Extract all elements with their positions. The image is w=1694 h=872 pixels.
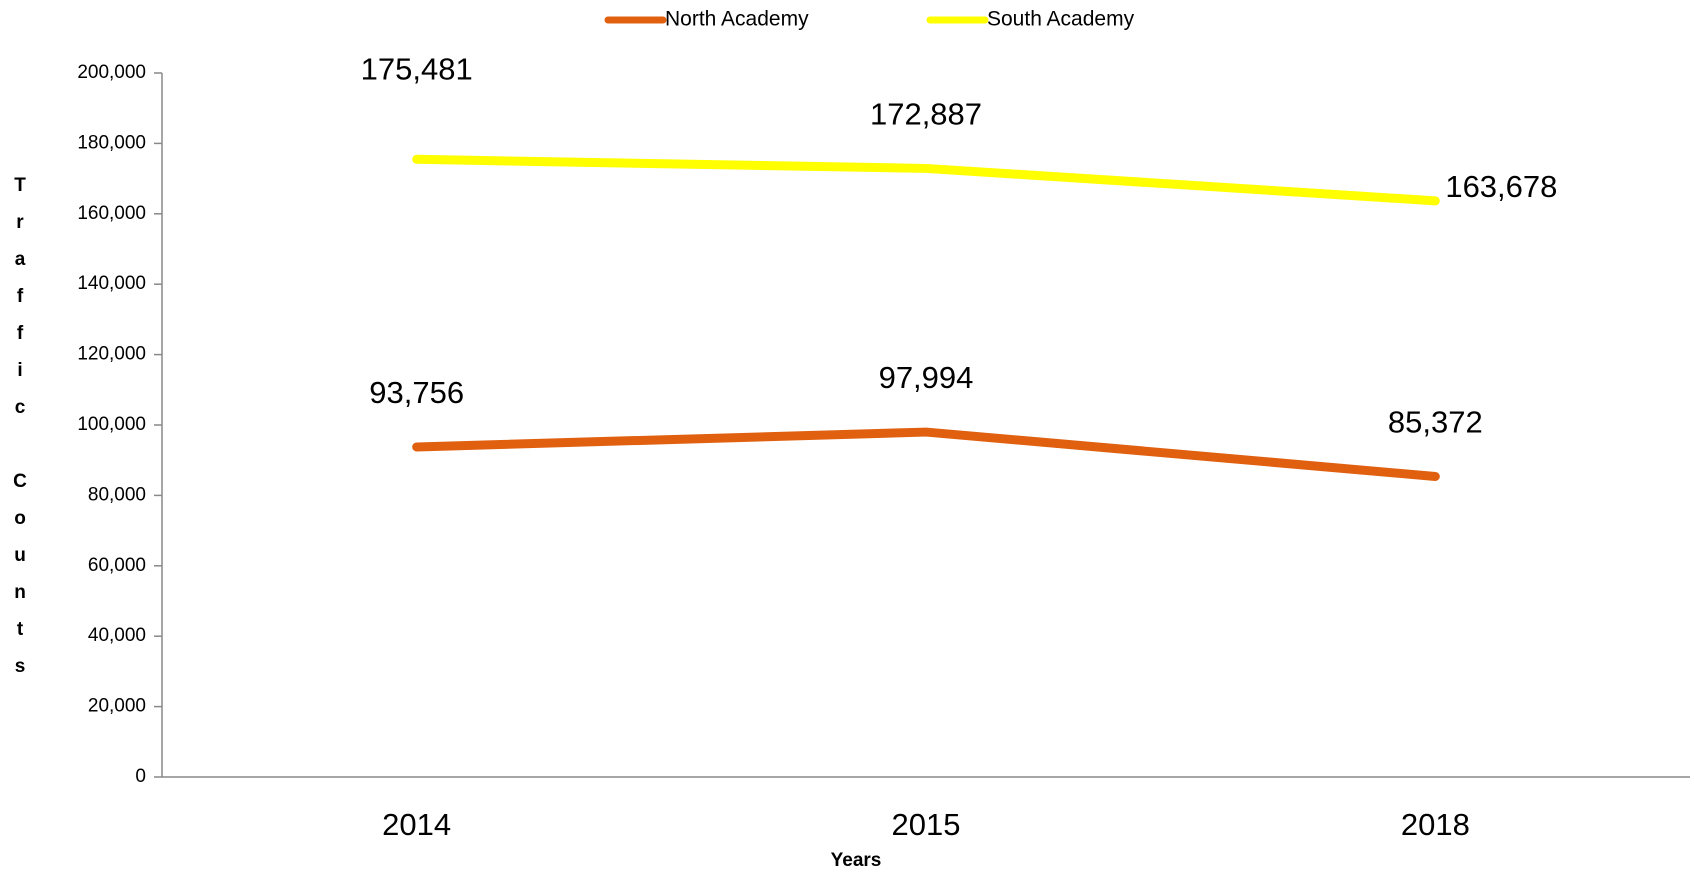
x-axis-title: Years — [831, 850, 882, 871]
y-tick-label: 0 — [135, 766, 146, 787]
x-tick-label: 2015 — [892, 807, 961, 842]
y-tick-label: 60,000 — [88, 555, 146, 576]
data-label: 163,678 — [1445, 169, 1557, 204]
y-tick-label: 160,000 — [77, 203, 146, 224]
data-label: 93,756 — [369, 375, 464, 410]
data-label: 175,481 — [361, 51, 473, 86]
y-tick-label: 140,000 — [77, 273, 146, 294]
data-label: 172,887 — [870, 97, 982, 132]
y-tick-label: 180,000 — [77, 132, 146, 153]
y-tick-label: 100,000 — [77, 414, 146, 435]
legend-label: South Academy — [987, 8, 1135, 31]
y-tick-label: 40,000 — [88, 625, 146, 646]
y-tick-label: 20,000 — [88, 696, 146, 717]
legend-label: North Academy — [665, 8, 809, 31]
data-label: 97,994 — [879, 360, 974, 395]
data-label: 85,372 — [1388, 405, 1483, 440]
y-tick-label: 120,000 — [77, 344, 146, 365]
x-tick-label: 2014 — [382, 807, 451, 842]
x-tick-label: 2018 — [1401, 807, 1470, 842]
series-line — [412, 427, 1440, 481]
y-tick-label: 200,000 — [77, 62, 146, 83]
series-line — [412, 154, 1440, 206]
y-tick-label: 80,000 — [88, 484, 146, 505]
